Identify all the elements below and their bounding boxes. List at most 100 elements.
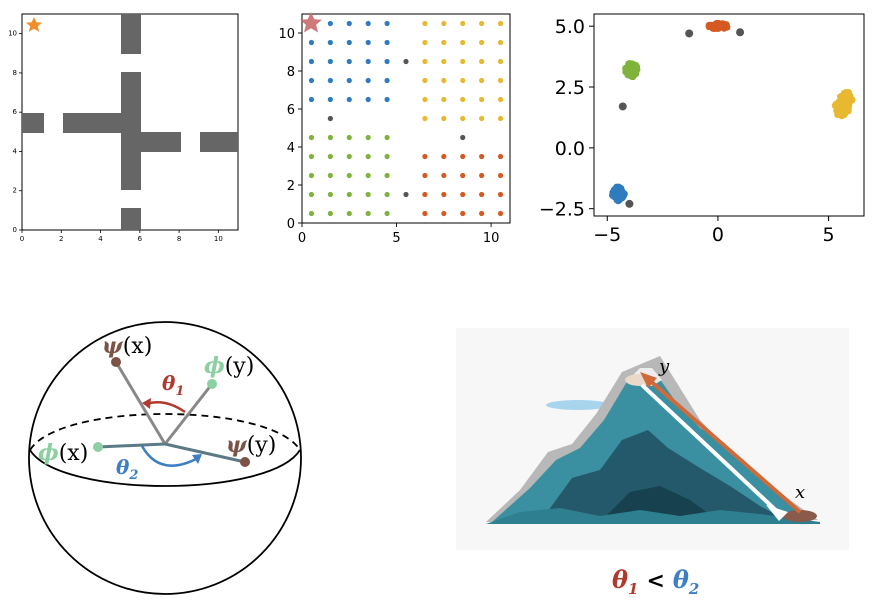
grid-dot <box>365 39 371 46</box>
scatter-point <box>845 88 852 96</box>
theta2-arc <box>140 445 199 467</box>
start-star-icon <box>26 17 42 32</box>
label-phi-y: ϕ(y) <box>204 353 254 379</box>
psi-x-vector <box>114 361 167 445</box>
maze-y-tick-label: 8 <box>13 69 17 77</box>
grid-dot <box>365 172 371 179</box>
scatter-point <box>613 196 621 204</box>
grid-dots <box>308 20 504 217</box>
maze-x-tick-label: 2 <box>59 235 63 243</box>
grid-x-tick-label: 5 <box>392 231 400 246</box>
grid-panel: 0 2 4 6 8 10 0 5 10 <box>278 12 511 246</box>
grid-dot <box>384 210 390 217</box>
grid-dot <box>441 172 447 179</box>
embedding-panel: 5.0 2.5 0.0 −2.5 −5 0 5 <box>539 13 865 246</box>
grid-dot <box>441 96 447 103</box>
grid-dot <box>346 191 352 198</box>
phi-y-vector <box>163 383 214 445</box>
grid-dot <box>422 20 428 27</box>
psi-x-point <box>111 357 121 367</box>
scatter-marks <box>609 19 856 208</box>
grid-dot <box>346 77 352 84</box>
grid-dot <box>365 153 371 160</box>
grid-dot <box>497 115 504 122</box>
grid-dot <box>346 96 352 103</box>
grid-dot <box>308 77 315 84</box>
scatter-point <box>837 101 845 109</box>
grid-dot <box>497 77 504 84</box>
grid-dot <box>460 191 466 198</box>
grid-dot <box>441 77 447 84</box>
grid-dot <box>441 115 447 122</box>
grid-dot <box>479 58 485 65</box>
label-theta1: θ1 <box>162 371 184 399</box>
grid-dot <box>422 39 428 46</box>
scatter-y-ticks: 5.0 2.5 0.0 −2.5 <box>539 16 594 221</box>
scatter-point <box>839 110 846 118</box>
base-point <box>783 510 817 522</box>
grid-dot <box>460 115 466 122</box>
grid-dot <box>460 20 466 27</box>
phi-x-point <box>93 442 103 452</box>
label-theta2: θ2 <box>116 455 138 483</box>
grid-dot <box>308 39 315 46</box>
grid-dot <box>441 191 447 198</box>
grid-dot <box>422 58 428 65</box>
grid-dot <box>365 77 371 84</box>
grid-dot <box>422 115 428 122</box>
grid-start-star-icon <box>300 12 322 33</box>
grid-dot <box>365 191 371 198</box>
maze-x-tick-label: 0 <box>20 235 24 243</box>
grid-y-tick-label: 6 <box>287 103 295 118</box>
grid-dot <box>460 58 466 65</box>
grid-dot <box>384 77 390 84</box>
grid-y-tick-label: 4 <box>287 141 295 156</box>
grid-dot <box>308 134 315 141</box>
grid-dot <box>365 96 371 103</box>
scatter-point <box>619 189 627 197</box>
maze-x-tick-label: 10 <box>214 235 223 243</box>
inequality-text: θ1 < θ2 <box>612 565 699 598</box>
grid-dot <box>384 96 390 103</box>
grid-dot <box>346 58 352 65</box>
grid-dot <box>441 58 447 65</box>
cloud-icon <box>546 400 610 410</box>
sphere-outline <box>28 321 302 595</box>
grid-x-tick-label: 10 <box>483 231 500 246</box>
grid-dot <box>384 153 390 160</box>
embedding-frame <box>593 13 865 217</box>
mountain-base <box>486 508 820 524</box>
scatter-y-tick-label: −2.5 <box>539 199 585 221</box>
maze-x-tick-label: 6 <box>138 235 143 243</box>
grid-dot <box>346 172 352 179</box>
white-arrow-line <box>640 383 784 518</box>
grid-dot <box>479 115 485 122</box>
grid-dot <box>346 20 352 27</box>
grid-dot <box>365 20 371 27</box>
grid-dot <box>365 134 371 141</box>
grid-dot <box>308 96 315 103</box>
grid-dot <box>327 134 333 141</box>
maze-y-tick-label: 6 <box>13 108 18 116</box>
grid-dot <box>327 115 333 122</box>
maze-x-tick-label: 8 <box>177 235 181 243</box>
label-y: y <box>658 356 670 377</box>
theta1-arc <box>145 401 186 414</box>
grid-dot <box>365 210 371 217</box>
grid-dot <box>422 191 428 198</box>
scatter-gray-point <box>685 29 694 38</box>
phi-y-point <box>207 379 217 389</box>
grid-dot <box>479 172 485 179</box>
orange-arrow-line <box>645 376 802 514</box>
grid-dot <box>460 96 466 103</box>
grid-dot <box>384 58 390 65</box>
grid-dot <box>327 191 333 198</box>
grid-dot <box>479 39 485 46</box>
grid-dot <box>460 39 466 46</box>
grid-dot <box>346 39 352 46</box>
grid-dot <box>460 134 466 141</box>
grid-dot <box>441 39 447 46</box>
grid-dot <box>441 210 447 217</box>
grid-dot <box>460 172 466 179</box>
